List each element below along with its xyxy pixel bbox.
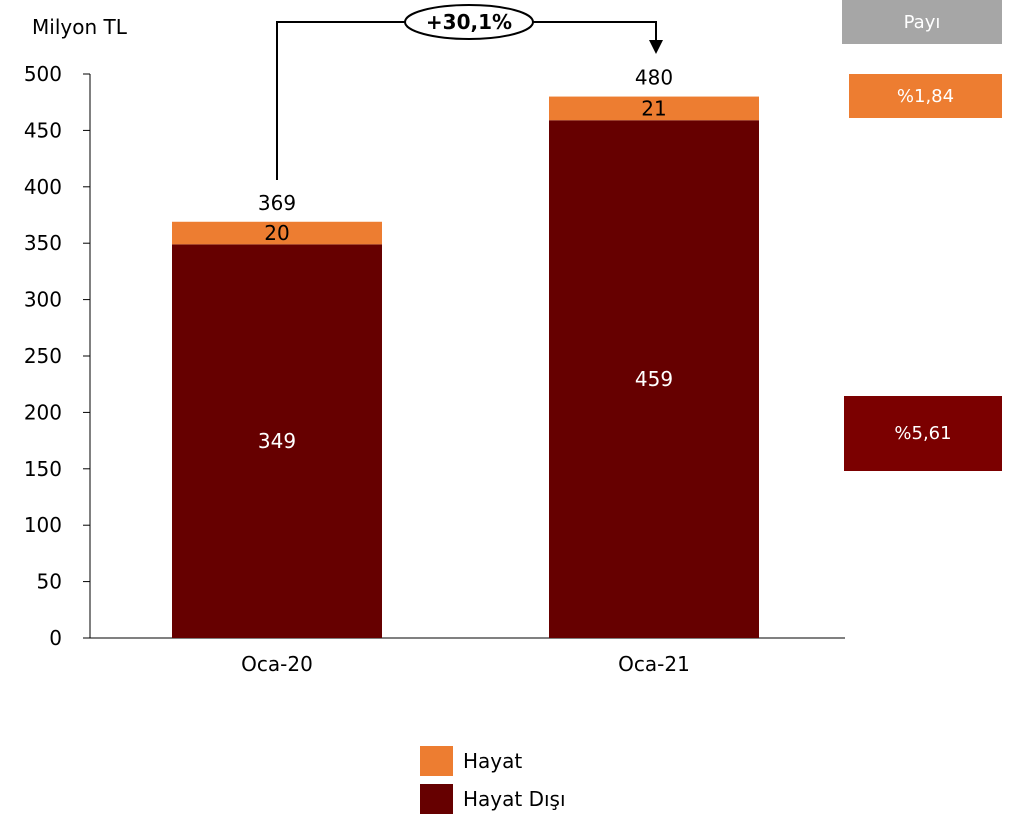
legend-swatch-hayat xyxy=(420,746,453,776)
y-tick-label: 350 xyxy=(24,231,62,255)
legend-label-hayat: Hayat xyxy=(463,749,523,773)
y-tick-label: 100 xyxy=(24,513,62,537)
x-tick-label: Oca-20 xyxy=(241,652,313,676)
x-axis: Oca-20 Oca-21 xyxy=(90,637,845,676)
growth-arrow-icon xyxy=(649,40,663,54)
share-hayat: %1,84 xyxy=(849,74,1002,118)
total-label: 369 xyxy=(258,191,296,215)
bar-segment-hayat xyxy=(549,96,759,121)
y-tick-label: 250 xyxy=(24,344,62,368)
y-tick-label: 400 xyxy=(24,175,62,199)
y-tick-label: 200 xyxy=(24,400,62,424)
data-label-hayat: 20 xyxy=(264,221,289,245)
total-label: 480 xyxy=(635,66,673,90)
y-tick-label: 500 xyxy=(24,62,62,86)
stacked-bar-chart: Milyon TL 0 50 100 150 200 250 300 350 400 450 500… xyxy=(24,4,845,676)
y-axis: 0 50 100 150 200 250 300 350 400 450 500 xyxy=(24,62,91,650)
y-tick-label: 50 xyxy=(37,570,62,594)
legend: Hayat Hayat Dışı xyxy=(420,746,566,822)
y-unit-label: Milyon TL xyxy=(32,15,128,39)
growth-annotation: +30,1% xyxy=(276,4,663,180)
data-label-hayat: 21 xyxy=(641,96,666,120)
x-tick-label: Oca-21 xyxy=(618,652,690,676)
y-tick-label: 450 xyxy=(24,118,62,142)
data-label-hayat-disi: 349 xyxy=(258,429,296,453)
legend-swatch-hayat-disi xyxy=(420,784,453,814)
data-labels: 349 20 369 459 21 480 xyxy=(258,66,673,454)
y-tick-label: 150 xyxy=(24,457,62,481)
y-tick-label: 0 xyxy=(49,626,62,650)
growth-connector-right xyxy=(530,21,657,42)
data-label-hayat-disi: 459 xyxy=(635,367,673,391)
legend-label-hayat-disi: Hayat Dışı xyxy=(463,787,566,811)
legend-item-hayat-disi: Hayat Dışı xyxy=(420,784,566,814)
bars xyxy=(172,96,759,639)
legend-item-hayat: Hayat xyxy=(420,746,566,776)
growth-label: +30,1% xyxy=(426,10,512,34)
bar-segment-hayat-disi xyxy=(549,120,759,639)
share-header: Payı xyxy=(842,0,1002,44)
growth-connector-left xyxy=(276,21,408,180)
bar-segment-hayat xyxy=(172,221,382,245)
growth-badge xyxy=(404,4,534,40)
y-tick-label: 300 xyxy=(24,288,62,312)
bar-segment-hayat-disi xyxy=(172,244,382,638)
share-hayat-disi: %5,61 xyxy=(844,396,1002,471)
